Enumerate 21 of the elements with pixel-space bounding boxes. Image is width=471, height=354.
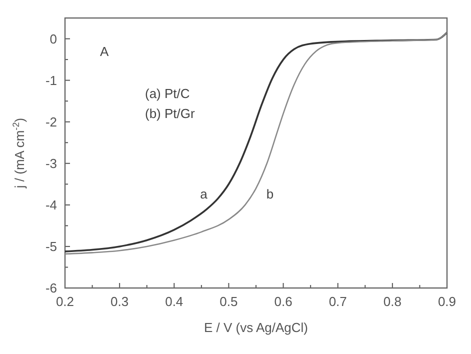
series-label: b <box>266 186 274 202</box>
x-axis-title: E / V (vs Ag/AgCl) <box>204 320 308 335</box>
x-tick-label: 0.2 <box>56 294 74 309</box>
x-tick-label: 0.6 <box>274 294 292 309</box>
y-tick-label: -5 <box>45 238 57 254</box>
series-label: a <box>200 186 208 202</box>
y-tick-label: -3 <box>45 156 57 171</box>
y-tick-label: 0 <box>50 31 57 46</box>
y-tick-label: -6 <box>45 280 57 296</box>
x-tick-label: 0.4 <box>165 294 184 309</box>
y-tick-label: -4 <box>45 197 57 212</box>
y-tick-label: -1 <box>45 72 57 88</box>
annotation: (a) Pt/C <box>145 86 190 101</box>
annotation: (b) Pt/Gr <box>145 106 196 121</box>
x-tick-label: 0.9 <box>438 294 456 309</box>
x-tick-label: 0.8 <box>383 294 402 309</box>
x-tick-label: 0.3 <box>110 294 129 309</box>
y-tick-label: -2 <box>45 114 57 130</box>
x-tick-label: 0.5 <box>220 294 238 309</box>
x-tick-label: 0.7 <box>328 294 347 309</box>
annotation: A <box>100 44 109 59</box>
